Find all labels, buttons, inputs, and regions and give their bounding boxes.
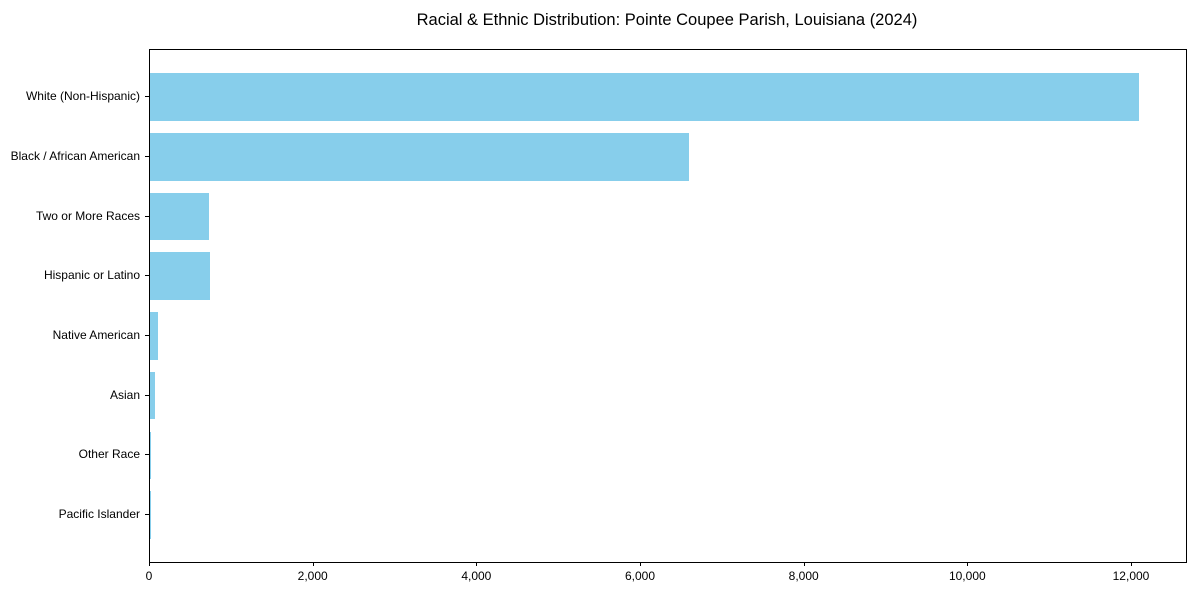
plot-area [149, 49, 1187, 563]
y-tick-label: Pacific Islander [58, 507, 140, 522]
bar-native-american [150, 312, 158, 360]
y-tick-mark [145, 394, 149, 396]
x-tick-label: 4,000 [461, 569, 492, 583]
x-tick-mark [639, 562, 641, 566]
y-tick-label: Other Race [78, 447, 140, 462]
x-tick-mark [476, 562, 478, 566]
x-tick-mark [803, 562, 805, 566]
y-tick-label: Hispanic or Latino [43, 268, 140, 283]
y-tick-label: Black / African American [10, 148, 140, 163]
chart-title: Racial & Ethnic Distribution: Pointe Cou… [416, 11, 918, 29]
bar-hispanic-or-latino [150, 252, 211, 301]
bar-other-race [150, 431, 151, 480]
bar-two-or-more-races [150, 192, 210, 241]
x-tick-label: 2,000 [297, 569, 328, 583]
x-tick-mark [1130, 562, 1132, 566]
x-tick-mark [312, 562, 314, 566]
y-tick-label: Two or More Races [35, 208, 140, 223]
bar-white-non-hispanic [150, 73, 1139, 121]
x-tick-mark [149, 562, 150, 566]
x-tick-label: 6,000 [624, 569, 655, 583]
y-tick-label: White (Non-Hispanic) [25, 89, 140, 104]
bar-pacific-islander [150, 491, 151, 539]
y-tick-mark [145, 96, 149, 98]
x-tick-label: 0 [145, 569, 153, 583]
bar-asian [150, 371, 155, 420]
y-tick-label: Native American [52, 327, 140, 342]
y-tick-mark [145, 334, 149, 336]
x-tick-label: 10,000 [948, 569, 986, 583]
y-tick-mark [145, 155, 149, 157]
x-tick-label: 8,000 [788, 569, 819, 583]
y-tick-label: Asian [109, 387, 140, 402]
y-tick-mark [145, 454, 149, 456]
x-tick-label: 12,000 [1112, 569, 1150, 583]
y-tick-mark [145, 275, 149, 277]
y-tick-mark [145, 514, 149, 516]
bar-black-african-american [150, 133, 690, 181]
y-tick-mark [145, 215, 149, 217]
x-tick-mark [967, 562, 969, 566]
